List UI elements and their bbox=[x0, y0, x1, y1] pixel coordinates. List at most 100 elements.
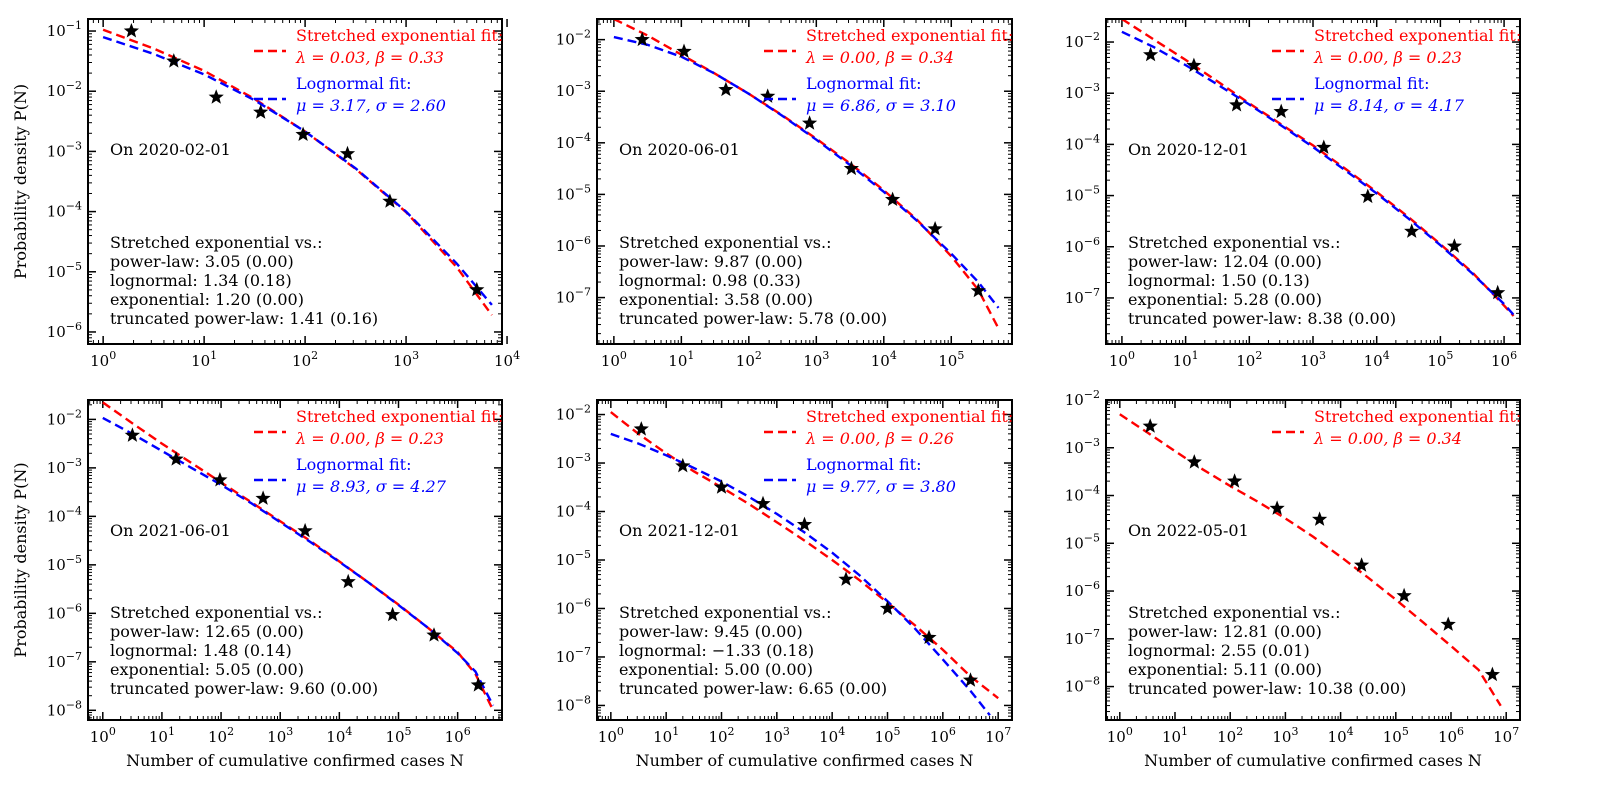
data-point-star bbox=[927, 221, 943, 236]
stats-line: exponential: 5.00 (0.00) bbox=[619, 660, 813, 679]
x-tick-label: 105 bbox=[874, 725, 900, 746]
stats-line: truncated power-law: 5.78 (0.00) bbox=[619, 309, 887, 328]
legend-label: Stretched exponential fit: bbox=[296, 26, 503, 45]
y-tick-label: 10−3 bbox=[47, 139, 82, 160]
stats-line: lognormal: 1.48 (0.14) bbox=[110, 641, 292, 660]
x-tick-label: 107 bbox=[1493, 725, 1519, 746]
y-tick-label: 10−4 bbox=[1065, 132, 1100, 153]
y-tick-label: 10−2 bbox=[47, 79, 82, 100]
data-point-star bbox=[253, 104, 269, 119]
date-label: On 2021-12-01 bbox=[619, 521, 740, 540]
data-point-star bbox=[885, 191, 901, 206]
legend-label: Stretched exponential fit: bbox=[1314, 407, 1521, 426]
y-tick-label: 10−5 bbox=[47, 260, 82, 281]
data-point-star bbox=[713, 479, 730, 494]
y-axis-title: Probability density P(N) bbox=[11, 84, 30, 279]
y-tick-label: 10−4 bbox=[47, 200, 82, 221]
x-tick-label: 105 bbox=[1383, 725, 1409, 746]
lognormal-fit-line bbox=[613, 35, 1000, 309]
legend-params: λ = 0.00, β = 0.23 bbox=[1313, 48, 1462, 67]
legend-params: μ = 6.86, σ = 3.10 bbox=[806, 96, 956, 115]
data-point-star bbox=[1186, 454, 1202, 469]
x-tick-label: 103 bbox=[764, 725, 790, 746]
y-tick-label: 10−2 bbox=[1065, 30, 1100, 51]
data-point-star bbox=[339, 145, 356, 161]
data-point-star bbox=[970, 282, 986, 298]
x-tick-label: 100 bbox=[601, 349, 627, 370]
stats-line: truncated power-law: 8.38 (0.00) bbox=[1128, 309, 1396, 328]
data-point-star bbox=[168, 451, 184, 466]
x-tick-label: 100 bbox=[1109, 349, 1135, 370]
x-tick-label: 100 bbox=[90, 725, 116, 746]
y-tick-label: 10−6 bbox=[556, 596, 591, 617]
data-point-star bbox=[166, 53, 182, 68]
data-point-star bbox=[1316, 139, 1332, 154]
data-point-star bbox=[1273, 103, 1289, 119]
data-point-star bbox=[802, 115, 818, 130]
data-point-star bbox=[796, 516, 813, 532]
data-point-star bbox=[295, 126, 311, 141]
x-tick-label: 102 bbox=[708, 725, 734, 746]
stats-line: Stretched exponential vs.: bbox=[110, 603, 322, 622]
y-tick-label: 10−4 bbox=[556, 500, 591, 521]
lognormal-fit-line bbox=[610, 432, 991, 716]
y-tick-label: 10−2 bbox=[1065, 388, 1100, 409]
data-point-star bbox=[760, 88, 776, 103]
x-tick-label: 104 bbox=[871, 349, 897, 370]
data-point-star bbox=[1143, 46, 1159, 62]
data-point-star bbox=[1186, 57, 1202, 72]
y-tick-label: 10−4 bbox=[47, 504, 82, 525]
stats-line: Stretched exponential vs.: bbox=[1128, 233, 1340, 252]
stats-line: lognormal: 2.55 (0.01) bbox=[1128, 641, 1310, 660]
stats-line: lognormal: 1.50 (0.13) bbox=[1128, 271, 1310, 290]
panel-2: 10−7 10−6 10−5 10−4 10−3 10−2 100 101 102 103 104 1… bbox=[556, 18, 1013, 370]
x-tick-label: 105 bbox=[385, 725, 411, 746]
date-label: On 2021-06-01 bbox=[110, 521, 231, 540]
data-point-star bbox=[212, 472, 228, 487]
data-point-star bbox=[255, 490, 271, 505]
legend-params: μ = 3.17, σ = 2.60 bbox=[296, 96, 446, 115]
data-point-star bbox=[124, 427, 140, 442]
y-tick-label: 10−1 bbox=[47, 19, 82, 40]
date-label: On 2020-02-01 bbox=[110, 140, 231, 159]
x-tick-label: 100 bbox=[1107, 725, 1133, 746]
data-point-star bbox=[426, 627, 442, 642]
y-tick-label: 10−5 bbox=[556, 548, 591, 569]
data-point-star bbox=[1312, 511, 1328, 526]
y-tick-label: 10−4 bbox=[556, 131, 591, 152]
stats-line: truncated power-law: 9.60 (0.00) bbox=[110, 679, 378, 698]
x-axis-title: Number of cumulative confirmed cases N bbox=[1144, 751, 1482, 770]
lognormal-fit-line bbox=[102, 416, 495, 707]
legend-params: λ = 0.03, β = 0.33 bbox=[295, 48, 444, 67]
data-point-star bbox=[470, 677, 486, 692]
x-tick-label: 102 bbox=[1236, 349, 1262, 370]
panel-1: 10−6 10−5 10−4 10−3 10−2 10−1 100 101 102 103 104 S… bbox=[11, 18, 520, 370]
x-tick-label: 102 bbox=[736, 349, 762, 370]
legend-params: μ = 9.77, σ = 3.80 bbox=[806, 477, 956, 496]
data-point-star bbox=[1229, 97, 1245, 112]
x-tick-label: 106 bbox=[1438, 725, 1464, 746]
y-tick-label: 10−8 bbox=[1065, 675, 1100, 696]
date-label: On 2020-06-01 bbox=[619, 140, 740, 159]
x-tick-label: 104 bbox=[819, 725, 845, 746]
data-point-star bbox=[962, 672, 979, 687]
data-point-star bbox=[297, 522, 313, 538]
y-tick-label: 10−8 bbox=[47, 698, 82, 719]
legend-label: Stretched exponential fit: bbox=[296, 407, 503, 426]
data-point-star bbox=[676, 43, 692, 58]
data-point-star bbox=[1440, 616, 1456, 631]
y-tick-label: 10−5 bbox=[556, 182, 591, 203]
x-tick-label: 107 bbox=[985, 725, 1011, 746]
stretched-exponential-fit-line bbox=[1121, 19, 1515, 317]
x-tick-label: 103 bbox=[803, 349, 829, 370]
panel-3: 10−7 10−6 10−5 10−4 10−3 10−2 100 101 102 103 104 1… bbox=[1065, 18, 1521, 370]
legend-label: Lognormal fit: bbox=[806, 74, 922, 93]
x-tick-label: 102 bbox=[1217, 725, 1243, 746]
x-tick-label: 104 bbox=[326, 725, 352, 746]
stats-line: truncated power-law: 10.38 (0.00) bbox=[1128, 679, 1406, 698]
legend-params: μ = 8.14, σ = 4.17 bbox=[1314, 96, 1465, 115]
y-tick-label: 10−5 bbox=[1065, 184, 1100, 205]
stats-line: truncated power-law: 6.65 (0.00) bbox=[619, 679, 887, 698]
stats-line: power-law: 9.45 (0.00) bbox=[619, 622, 803, 641]
y-tick-label: 10−3 bbox=[1065, 81, 1100, 102]
